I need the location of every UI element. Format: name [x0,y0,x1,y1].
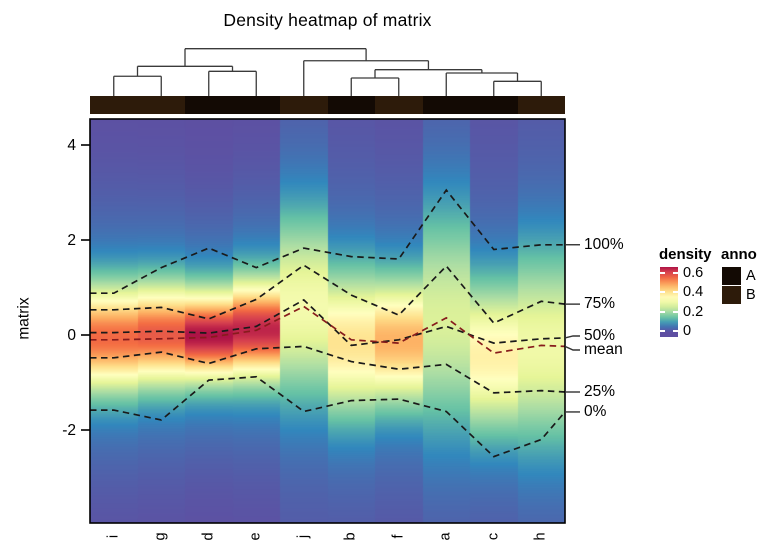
right-axis-label-25pct: 25% [584,383,616,400]
colorbar-tick [673,271,678,274]
annotation-cell-b [327,96,375,114]
anno-b-label: B [746,287,756,303]
density-legend-tick-label: 0 [683,322,692,339]
colorbar-tick [660,271,665,274]
column-label-b: b [342,532,359,541]
right-axis-label-0pct: 0% [584,402,607,420]
y-tick-label: 0 [67,326,76,344]
annotation-cell-j [280,96,328,114]
y-tick-label: 2 [67,231,76,249]
quantile-line-25pct [90,345,566,394]
chart-title: Density heatmap of matrix [223,10,432,30]
density-legend-tick-label: 0.6 [683,264,704,281]
heatmap-border [89,118,566,524]
density-legend-tick-label: 0.2 [683,303,704,320]
colorbar-tick [673,291,678,294]
quantile-line-100pct [90,188,565,295]
colorbar-tick [660,329,665,332]
column-label-a: a [437,532,454,541]
y-tick-label: 4 [67,136,76,154]
anno-a-label: A [746,268,756,284]
right-axis-label-mean: mean [584,341,623,358]
annotation-cell-d [185,96,233,114]
right-axis-label-100pct: 100% [584,235,624,253]
column-label-h: h [532,532,549,541]
anno-a-swatch [722,267,741,285]
annotation-cell-g [137,96,185,114]
annotation-cell-c [470,96,518,114]
density-legend-tick-label: 0.4 [683,284,704,301]
density-legend-title: density [659,246,712,263]
quantile-line-mean [90,305,566,354]
quantile-line-50pct [90,298,566,347]
colorbar-tick [673,310,678,313]
annotation-cell-e [232,96,280,114]
colorbar-tick [660,310,665,313]
right-axis-label-75pct: 75% [584,295,616,313]
annotation-cell-f [375,96,423,114]
column-label-d: d [200,532,217,541]
quantile-line-0pct [90,375,566,458]
colorbar-tick [660,291,665,294]
right-axis-label-50pct: 50% [584,327,616,344]
heatmap-canvas [90,119,565,523]
anno-legend-title: anno [721,246,757,263]
column-label-f: f [390,534,407,539]
annotation-cell-a [422,96,470,114]
column-label-c: c [485,532,502,541]
annotation-cell-h [517,96,565,114]
column-annotation-bar [90,96,565,114]
column-label-j: j [295,534,312,539]
column-label-e: e [247,532,264,541]
annotation-cell-i [90,96,138,114]
colorbar-tick [673,329,678,332]
column-label-i: i [105,534,122,539]
y-tick-label: -2 [62,421,76,439]
anno-b-swatch [722,286,741,304]
density-colorbar [660,267,678,337]
quantile-line-75pct [90,264,566,325]
column-label-g: g [152,532,169,541]
